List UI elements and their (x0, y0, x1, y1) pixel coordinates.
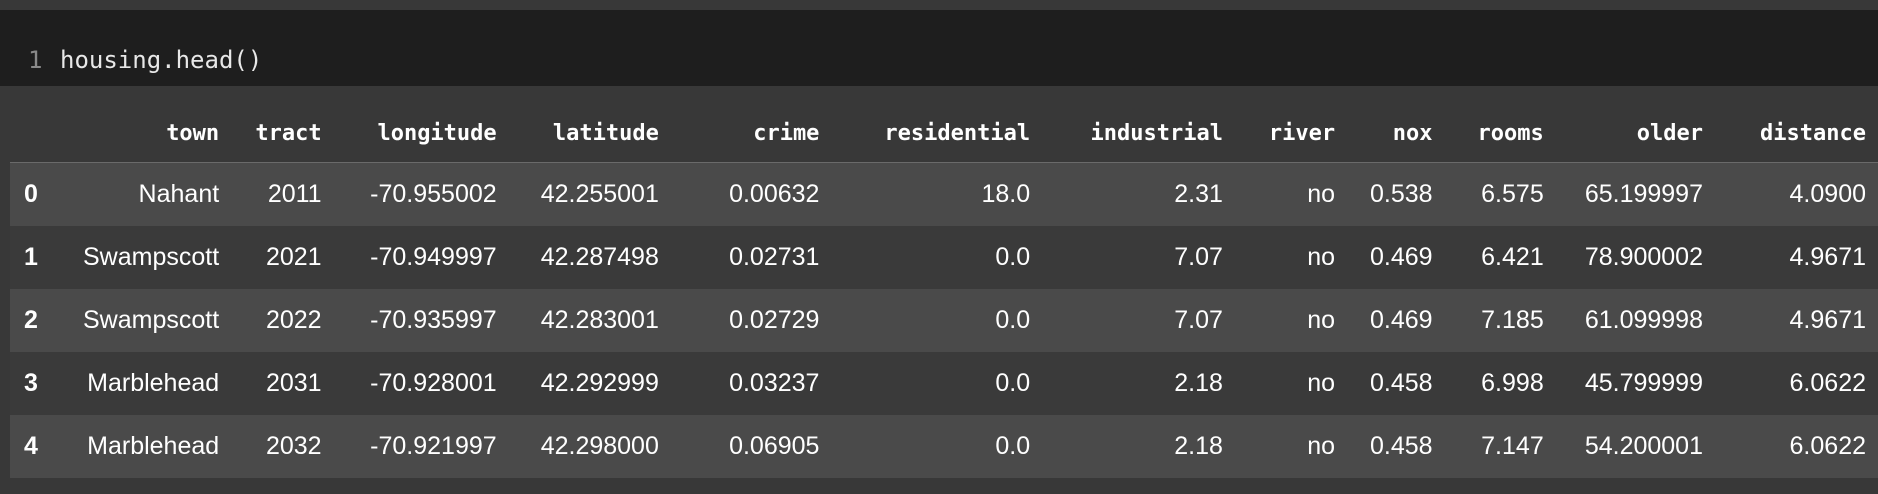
table-cell: no (1307, 243, 1336, 271)
table-cell: 54.200001 (1584, 432, 1703, 460)
column-header: tract (231, 104, 334, 163)
table-row: 1 Swampscott 2021 -70.949997 42.287498 0… (10, 226, 1878, 289)
code-editor-text[interactable]: housing.head() (60, 46, 263, 74)
table-cell: 6.421 (1481, 243, 1544, 271)
column-header: industrial (1042, 104, 1235, 163)
table-cell: -70.935997 (370, 306, 497, 334)
table-cell: 0.469 (1369, 243, 1433, 271)
table-cell: Swampscott (83, 243, 220, 271)
table-cell: 0.00632 (729, 180, 820, 208)
table-cell: 4.9671 (1789, 306, 1866, 334)
row-index: 0 (24, 180, 38, 208)
index-header (10, 104, 54, 163)
table-row: 0 Nahant 2011 -70.955002 42.255001 0.006… (10, 162, 1878, 226)
row-index: 1 (24, 243, 38, 271)
code-cell[interactable]: 1 housing.head() (0, 10, 1878, 86)
dataframe-table: town tract longitude latitude crime resi… (10, 104, 1878, 478)
column-header: older (1555, 104, 1715, 163)
column-header: longitude (333, 104, 509, 163)
table-cell: 0.02731 (729, 243, 820, 271)
table-cell: 2032 (265, 432, 322, 460)
column-header: nox (1347, 104, 1445, 163)
table-cell: 2021 (265, 243, 322, 271)
table-cell: no (1307, 432, 1336, 460)
table-cell: 42.298000 (540, 432, 659, 460)
table-cell: 6.0622 (1789, 369, 1866, 397)
table-cell: 2.18 (1174, 369, 1223, 397)
table-row: 3 Marblehead 2031 -70.928001 42.292999 0… (10, 352, 1878, 415)
table-cell: 7.147 (1481, 432, 1544, 460)
table-cell: 0.458 (1369, 369, 1433, 397)
table-cell: no (1307, 306, 1336, 334)
notebook-top-bar (0, 0, 1878, 10)
table-cell: 78.900002 (1584, 243, 1703, 271)
table-cell: 42.287498 (540, 243, 659, 271)
table-cell: 6.998 (1481, 369, 1544, 397)
table-cell: Marblehead (87, 432, 220, 460)
table-cell: 18.0 (981, 180, 1031, 208)
column-header: town (53, 104, 232, 163)
column-header: distance (1715, 104, 1878, 163)
table-cell: 2.18 (1174, 432, 1223, 460)
table-cell: Nahant (138, 180, 220, 208)
table-cell: Marblehead (87, 369, 220, 397)
table-cell: Swampscott (83, 306, 220, 334)
table-cell: 7.185 (1481, 306, 1544, 334)
column-header: river (1234, 104, 1348, 163)
table-cell: 0.0 (995, 243, 1031, 271)
table-cell: 2011 (267, 180, 322, 208)
table-cell: 6.575 (1481, 180, 1544, 208)
column-header: latitude (508, 104, 671, 163)
table-cell: 4.9671 (1789, 243, 1866, 271)
table-cell: 65.199997 (1584, 180, 1703, 208)
table-cell: 0.458 (1369, 432, 1433, 460)
table-cell: 42.292999 (540, 369, 659, 397)
table-cell: 2031 (265, 369, 322, 397)
header-row: town tract longitude latitude crime resi… (10, 104, 1878, 163)
table-cell: 42.255001 (540, 180, 659, 208)
table-cell: 0.0 (995, 432, 1031, 460)
table-cell: 0.0 (995, 369, 1031, 397)
column-header: crime (670, 104, 832, 163)
table-cell: 2022 (265, 306, 322, 334)
table-cell: 7.07 (1174, 243, 1223, 271)
table-cell: 7.07 (1174, 306, 1223, 334)
table-cell: 61.099998 (1584, 306, 1703, 334)
table-cell: 42.283001 (540, 306, 659, 334)
table-row: 4 Marblehead 2032 -70.921997 42.298000 0… (10, 415, 1878, 478)
table-cell: 0.02729 (729, 306, 820, 334)
column-header: residential (831, 104, 1043, 163)
table-cell: 0.06905 (729, 432, 820, 460)
table-cell: 6.0622 (1789, 432, 1866, 460)
table-cell: 4.0900 (1789, 180, 1866, 208)
table-cell: no (1307, 180, 1336, 208)
row-index: 2 (24, 306, 38, 334)
table-cell: 2.31 (1174, 180, 1223, 208)
table-cell: -70.955002 (370, 180, 497, 208)
cell-output: town tract longitude latitude crime resi… (0, 86, 1878, 494)
row-index: 4 (24, 432, 38, 460)
table-cell: 0.538 (1369, 180, 1433, 208)
table-cell: 0.469 (1369, 306, 1433, 334)
column-header: rooms (1444, 104, 1556, 163)
line-number: 1 (28, 46, 43, 74)
table-row: 2 Swampscott 2022 -70.935997 42.283001 0… (10, 289, 1878, 352)
table-cell: -70.921997 (370, 432, 497, 460)
table-cell: -70.928001 (370, 369, 497, 397)
table-cell: no (1307, 369, 1336, 397)
table-cell: 0.0 (995, 306, 1031, 334)
table-cell: 45.799999 (1584, 369, 1703, 397)
row-index: 3 (24, 369, 38, 397)
table-cell: -70.949997 (370, 243, 497, 271)
table-cell: 0.03237 (729, 369, 820, 397)
